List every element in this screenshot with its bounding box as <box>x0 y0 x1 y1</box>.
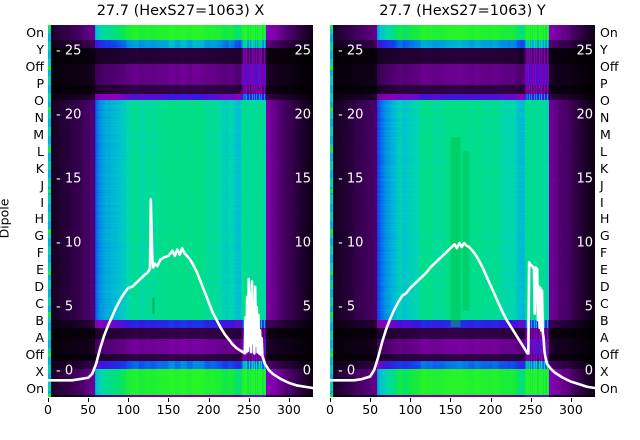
x-tick-mark-x-150 <box>168 398 170 402</box>
category-tick-b-17: B <box>600 312 609 328</box>
category-tick-m-6: M <box>600 126 611 142</box>
heatmap-panel-x[interactable] <box>48 25 313 397</box>
heatmap-image-x <box>48 25 313 397</box>
category-tick-j-9: J <box>40 177 44 193</box>
category-tick-off-2: Off <box>600 59 619 75</box>
category-tick-off-19: Off <box>25 346 44 362</box>
panel-title-y: 27.7 (HexS27=1063) Y <box>379 3 546 19</box>
category-tick-c-16: C <box>35 295 44 311</box>
category-tick-n-5: N <box>34 109 44 125</box>
category-tick-g-12: G <box>600 228 610 244</box>
category-tick-i-10: I <box>40 194 44 210</box>
category-tick-k-8: K <box>600 160 609 176</box>
category-tick-o-4: O <box>34 92 44 108</box>
category-tick-a-18: A <box>35 329 44 345</box>
category-tick-i-10: I <box>600 194 604 210</box>
category-tick-y-1: Y <box>36 42 44 58</box>
profile-polyline-profile-y <box>330 243 595 388</box>
category-tick-e-14: E <box>36 261 44 277</box>
x-tick-label-y-250: 250 <box>518 402 543 417</box>
category-tick-on-21: On <box>600 380 618 396</box>
category-tick-j-9: J <box>600 177 604 193</box>
x-tick-mark-y-100 <box>410 398 412 402</box>
x-tick-mark-y-250 <box>530 398 532 402</box>
category-tick-l-7: L <box>37 143 44 159</box>
x-tick-label-x-300: 300 <box>276 402 301 417</box>
x-axis-left: 0 50 100 150 200 250 300 <box>44 398 313 428</box>
x-tick-label-x-200: 200 <box>196 402 221 417</box>
x-tick-label-y-100: 100 <box>398 402 423 417</box>
category-tick-off-19: Off <box>600 346 619 362</box>
category-tick-d-15: D <box>34 278 44 294</box>
x-tick-label-x-150: 150 <box>156 402 181 417</box>
heatmap-image-y <box>330 25 595 397</box>
panel-title-x: 27.7 (HexS27=1063) X <box>96 3 265 19</box>
x-tick-label-x-250: 250 <box>236 402 261 417</box>
x-tick-label-x-0: 0 <box>44 402 52 417</box>
category-tick-f-13: F <box>36 245 44 261</box>
category-axis-left: On Y Off P O N M L K J I H G F E D C B A Off X On <box>4 25 48 397</box>
category-tick-o-4: O <box>600 92 610 108</box>
x-tick-mark-x-0 <box>48 398 49 402</box>
category-tick-on-21: On <box>26 380 44 396</box>
x-tick-mark-y-150 <box>450 398 452 402</box>
x-tick-label-x-50: 50 <box>80 402 97 417</box>
x-tick-label-y-150: 150 <box>438 402 463 417</box>
category-tick-y-1: Y <box>600 42 608 58</box>
x-tick-label-x-100: 100 <box>116 402 141 417</box>
category-tick-h-11: H <box>34 211 44 227</box>
category-tick-a-18: A <box>600 329 609 345</box>
heatmap-panel-y[interactable] <box>330 25 595 397</box>
category-tick-on-0: On <box>26 25 44 41</box>
category-tick-k-8: K <box>35 160 44 176</box>
category-tick-b-17: B <box>35 312 44 328</box>
category-tick-m-6: M <box>33 126 44 142</box>
category-tick-h-11: H <box>600 211 610 227</box>
x-tick-mark-x-300 <box>288 398 290 402</box>
profile-polyline-profile-x <box>48 199 313 388</box>
x-tick-mark-y-50 <box>370 398 372 402</box>
category-tick-p-3: P <box>36 75 44 91</box>
x-tick-label-y-300: 300 <box>558 402 583 417</box>
category-tick-p-3: P <box>600 75 608 91</box>
x-tick-mark-y-300 <box>570 398 572 402</box>
x-tick-mark-y-200 <box>490 398 492 402</box>
x-tick-mark-y-0 <box>330 398 331 402</box>
category-tick-e-14: E <box>600 261 608 277</box>
category-tick-n-5: N <box>600 109 610 125</box>
x-tick-mark-x-100 <box>128 398 130 402</box>
category-tick-d-15: D <box>600 278 610 294</box>
x-tick-label-y-200: 200 <box>478 402 503 417</box>
category-tick-x-20: X <box>600 363 609 379</box>
x-tick-mark-x-50 <box>88 398 90 402</box>
category-tick-on-0: On <box>600 25 618 41</box>
x-tick-mark-x-250 <box>248 398 250 402</box>
x-tick-label-y-50: 50 <box>362 402 379 417</box>
category-tick-off-2: Off <box>25 59 44 75</box>
x-tick-label-y-0: 0 <box>326 402 334 417</box>
profile-trace-x <box>48 25 313 397</box>
profile-trace-y <box>330 25 595 397</box>
category-tick-c-16: C <box>600 295 609 311</box>
category-axis-right: On Y Off P O N M L K J I H G F E D C B A Off X On <box>595 25 639 397</box>
category-tick-g-12: G <box>34 228 44 244</box>
x-axis-right: 0 50 100 150 200 250 300 <box>326 398 595 428</box>
category-tick-l-7: L <box>600 143 607 159</box>
category-tick-x-20: X <box>35 363 44 379</box>
x-tick-mark-x-200 <box>208 398 210 402</box>
category-tick-f-13: F <box>600 245 608 261</box>
